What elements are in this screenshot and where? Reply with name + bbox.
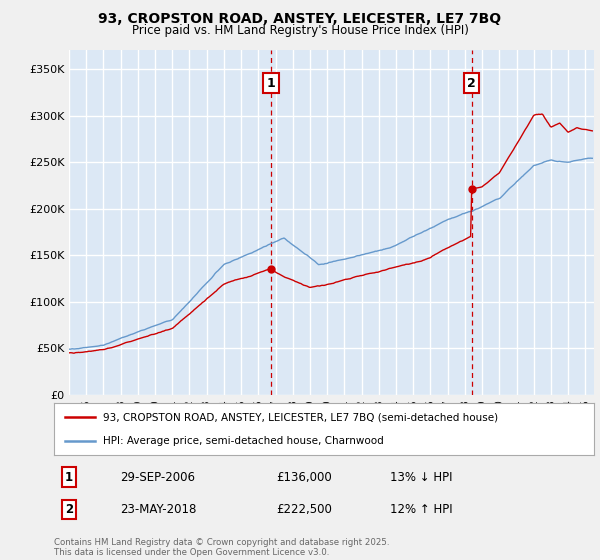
Text: 12% ↑ HPI: 12% ↑ HPI <box>390 503 452 516</box>
Text: Contains HM Land Registry data © Crown copyright and database right 2025.
This d: Contains HM Land Registry data © Crown c… <box>54 538 389 557</box>
Text: £222,500: £222,500 <box>276 503 332 516</box>
Text: 93, CROPSTON ROAD, ANSTEY, LEICESTER, LE7 7BQ (semi-detached house): 93, CROPSTON ROAD, ANSTEY, LEICESTER, LE… <box>103 412 498 422</box>
Text: 2: 2 <box>467 77 476 90</box>
Text: 2: 2 <box>65 503 73 516</box>
Text: 29-SEP-2006: 29-SEP-2006 <box>120 470 195 484</box>
Text: 93, CROPSTON ROAD, ANSTEY, LEICESTER, LE7 7BQ: 93, CROPSTON ROAD, ANSTEY, LEICESTER, LE… <box>98 12 502 26</box>
Text: HPI: Average price, semi-detached house, Charnwood: HPI: Average price, semi-detached house,… <box>103 436 383 446</box>
Text: £136,000: £136,000 <box>276 470 332 484</box>
Text: 1: 1 <box>65 470 73 484</box>
Text: 23-MAY-2018: 23-MAY-2018 <box>120 503 196 516</box>
Text: Price paid vs. HM Land Registry's House Price Index (HPI): Price paid vs. HM Land Registry's House … <box>131 24 469 36</box>
Text: 13% ↓ HPI: 13% ↓ HPI <box>390 470 452 484</box>
Text: 1: 1 <box>267 77 275 90</box>
